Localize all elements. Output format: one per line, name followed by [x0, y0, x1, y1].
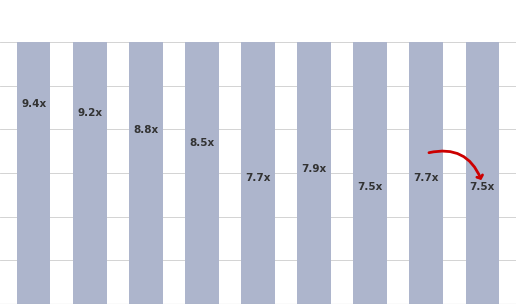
- Bar: [17, 0, 51, 304]
- Bar: [465, 0, 499, 304]
- Bar: [185, 0, 219, 304]
- Text: 7.7x: 7.7x: [245, 173, 271, 183]
- Text: Tangible Net Book Value "At Risk" Leverage ²: Tangible Net Book Value "At Risk" Levera…: [54, 12, 462, 27]
- Text: 8.5x: 8.5x: [189, 138, 215, 148]
- Bar: [353, 0, 387, 304]
- Text: 9.4x: 9.4x: [21, 99, 46, 109]
- Text: 7.9x: 7.9x: [301, 164, 327, 174]
- Bar: [129, 0, 163, 304]
- Text: 8.8x: 8.8x: [133, 125, 158, 135]
- Text: 7.5x: 7.5x: [470, 182, 495, 192]
- Bar: [297, 0, 331, 304]
- Bar: [409, 0, 443, 304]
- Text: 7.7x: 7.7x: [413, 173, 439, 183]
- Text: 9.2x: 9.2x: [77, 108, 102, 118]
- Bar: [73, 0, 107, 304]
- Bar: [241, 0, 275, 304]
- Text: 7.5x: 7.5x: [358, 182, 383, 192]
